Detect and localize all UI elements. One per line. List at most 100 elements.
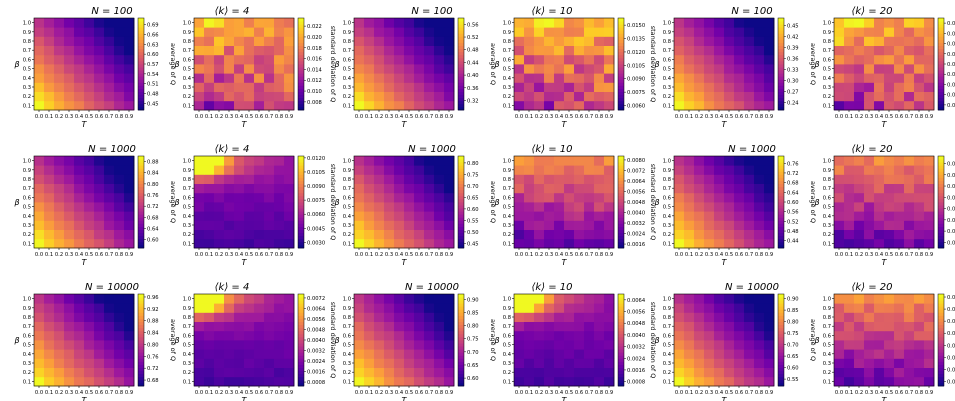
heatmap-cell bbox=[234, 349, 245, 359]
x-tick-label: 0.0 bbox=[35, 252, 43, 258]
heatmap-cell bbox=[244, 202, 255, 212]
heatmap-cell bbox=[554, 211, 565, 221]
heatmap-cell bbox=[834, 321, 845, 332]
colorbar-segment bbox=[138, 73, 144, 77]
heatmap-cell bbox=[354, 376, 365, 387]
heatmap-cell bbox=[264, 376, 275, 387]
colorbar-segment bbox=[938, 241, 944, 246]
heatmap-cell bbox=[224, 312, 235, 322]
heatmap-cell bbox=[104, 211, 115, 221]
colorbar-tick-label: 0.60 bbox=[787, 366, 799, 372]
x-tick-label: 0.3 bbox=[65, 252, 73, 258]
heatmap-cell bbox=[214, 321, 225, 332]
heatmap-cell bbox=[94, 202, 105, 212]
heatmap-cell bbox=[194, 312, 205, 322]
x-tick-label: 0.5 bbox=[85, 252, 93, 258]
colorbar-tick-label: 0.90 bbox=[787, 297, 799, 303]
heatmap-cell bbox=[434, 27, 445, 37]
heatmap-cell bbox=[674, 358, 685, 368]
colorbar-segment bbox=[138, 352, 144, 356]
x-tick-label: 0.3 bbox=[865, 114, 873, 120]
heatmap-cell bbox=[414, 192, 425, 203]
colorbar-tick-label: 0.0030 bbox=[307, 240, 325, 246]
x-tick-label: 0.6 bbox=[575, 390, 583, 396]
colorbar-segment bbox=[618, 297, 624, 301]
heatmap-cell bbox=[104, 238, 115, 249]
heatmap-cell bbox=[34, 45, 45, 56]
heatmap-cell bbox=[524, 18, 535, 28]
heatmap-cell bbox=[894, 174, 905, 184]
colorbar-tick-label: 0.0105 bbox=[307, 170, 325, 176]
colorbar-segment bbox=[618, 355, 624, 359]
heatmap-cell bbox=[234, 294, 245, 304]
y-tick-label: 0.8 bbox=[503, 315, 511, 321]
heatmap-cell bbox=[764, 211, 775, 221]
heatmap-cell bbox=[284, 156, 295, 166]
heatmap-cell bbox=[674, 183, 685, 194]
colorbar-segment bbox=[618, 60, 624, 65]
heatmap-cell bbox=[874, 64, 885, 74]
y-tick-label: 0.4 bbox=[663, 352, 672, 358]
heatmap-cell bbox=[514, 238, 525, 249]
colorbar-segment bbox=[938, 27, 944, 31]
heatmap-cell bbox=[914, 312, 925, 322]
heatmap-cell bbox=[854, 229, 865, 240]
colorbar-segment bbox=[298, 370, 304, 375]
y-tick-label: 0.1 bbox=[343, 379, 351, 385]
heatmap-cell bbox=[254, 36, 265, 46]
y-tick-label: 1.0 bbox=[343, 297, 351, 303]
colorbar-segment bbox=[618, 349, 624, 353]
heatmap-cell bbox=[124, 340, 135, 350]
heatmap-cell bbox=[384, 64, 395, 74]
colorbar-segment bbox=[778, 235, 784, 240]
y-tick-label: 0.7 bbox=[503, 48, 511, 54]
heatmap-cell bbox=[104, 45, 115, 56]
colorbar-segment bbox=[618, 76, 624, 80]
x-tick-label: 0.9 bbox=[605, 390, 613, 396]
colorbar-segment bbox=[618, 315, 624, 319]
heatmap-cell bbox=[64, 174, 75, 184]
colorbar-segment bbox=[938, 235, 944, 240]
heatmap-cell bbox=[904, 174, 915, 184]
heatmap-cell bbox=[594, 303, 605, 313]
heatmap-cell bbox=[874, 82, 885, 92]
colorbar-segment bbox=[618, 318, 624, 322]
colorbar-segment bbox=[938, 168, 944, 172]
heatmap-cell bbox=[734, 183, 745, 194]
heatmap-cell bbox=[274, 174, 285, 184]
heatmap-cell bbox=[54, 73, 65, 83]
heatmap-cell bbox=[44, 312, 55, 322]
heatmap-cell bbox=[704, 202, 715, 212]
heatmap-panel: 0.10.20.30.40.50.60.70.80.91.00.0 0.1 0.2 0… bbox=[13, 6, 177, 129]
heatmap-cell bbox=[284, 82, 295, 92]
heatmap-cell bbox=[544, 312, 555, 322]
heatmap-cell bbox=[224, 303, 235, 313]
heatmap-cell bbox=[384, 36, 395, 46]
heatmap-cell bbox=[914, 27, 925, 37]
colorbar-tick-label: 0.72 bbox=[787, 171, 799, 177]
heatmap-cell bbox=[384, 340, 395, 350]
heatmap-cell bbox=[694, 330, 705, 341]
colorbar-segment bbox=[778, 195, 784, 200]
heatmap-cell bbox=[914, 349, 925, 359]
heatmap-cell bbox=[264, 27, 275, 37]
heatmap-cell bbox=[434, 91, 445, 102]
heatmap-cell bbox=[754, 330, 765, 341]
heatmap-cell bbox=[574, 45, 585, 56]
heatmap-cell bbox=[724, 202, 735, 212]
heatmap-cell bbox=[94, 100, 105, 111]
heatmap-cell bbox=[714, 45, 725, 56]
colorbar-segment bbox=[458, 358, 464, 362]
heatmap-cell bbox=[374, 82, 385, 92]
heatmap-cell bbox=[534, 45, 545, 56]
y-tick-label: 0.3 bbox=[823, 361, 831, 367]
x-tick-label: 0.0 bbox=[355, 252, 363, 258]
colorbar-tick-label: 0.69 bbox=[147, 23, 159, 29]
heatmap-cell bbox=[854, 238, 865, 249]
heatmap-cell bbox=[114, 358, 125, 368]
heatmap-cell bbox=[54, 303, 65, 313]
y-tick-label: 0.2 bbox=[823, 370, 831, 376]
heatmap-cell bbox=[554, 330, 565, 341]
y-tick-label: 0.6 bbox=[343, 333, 351, 339]
heatmap-cell bbox=[434, 192, 445, 203]
